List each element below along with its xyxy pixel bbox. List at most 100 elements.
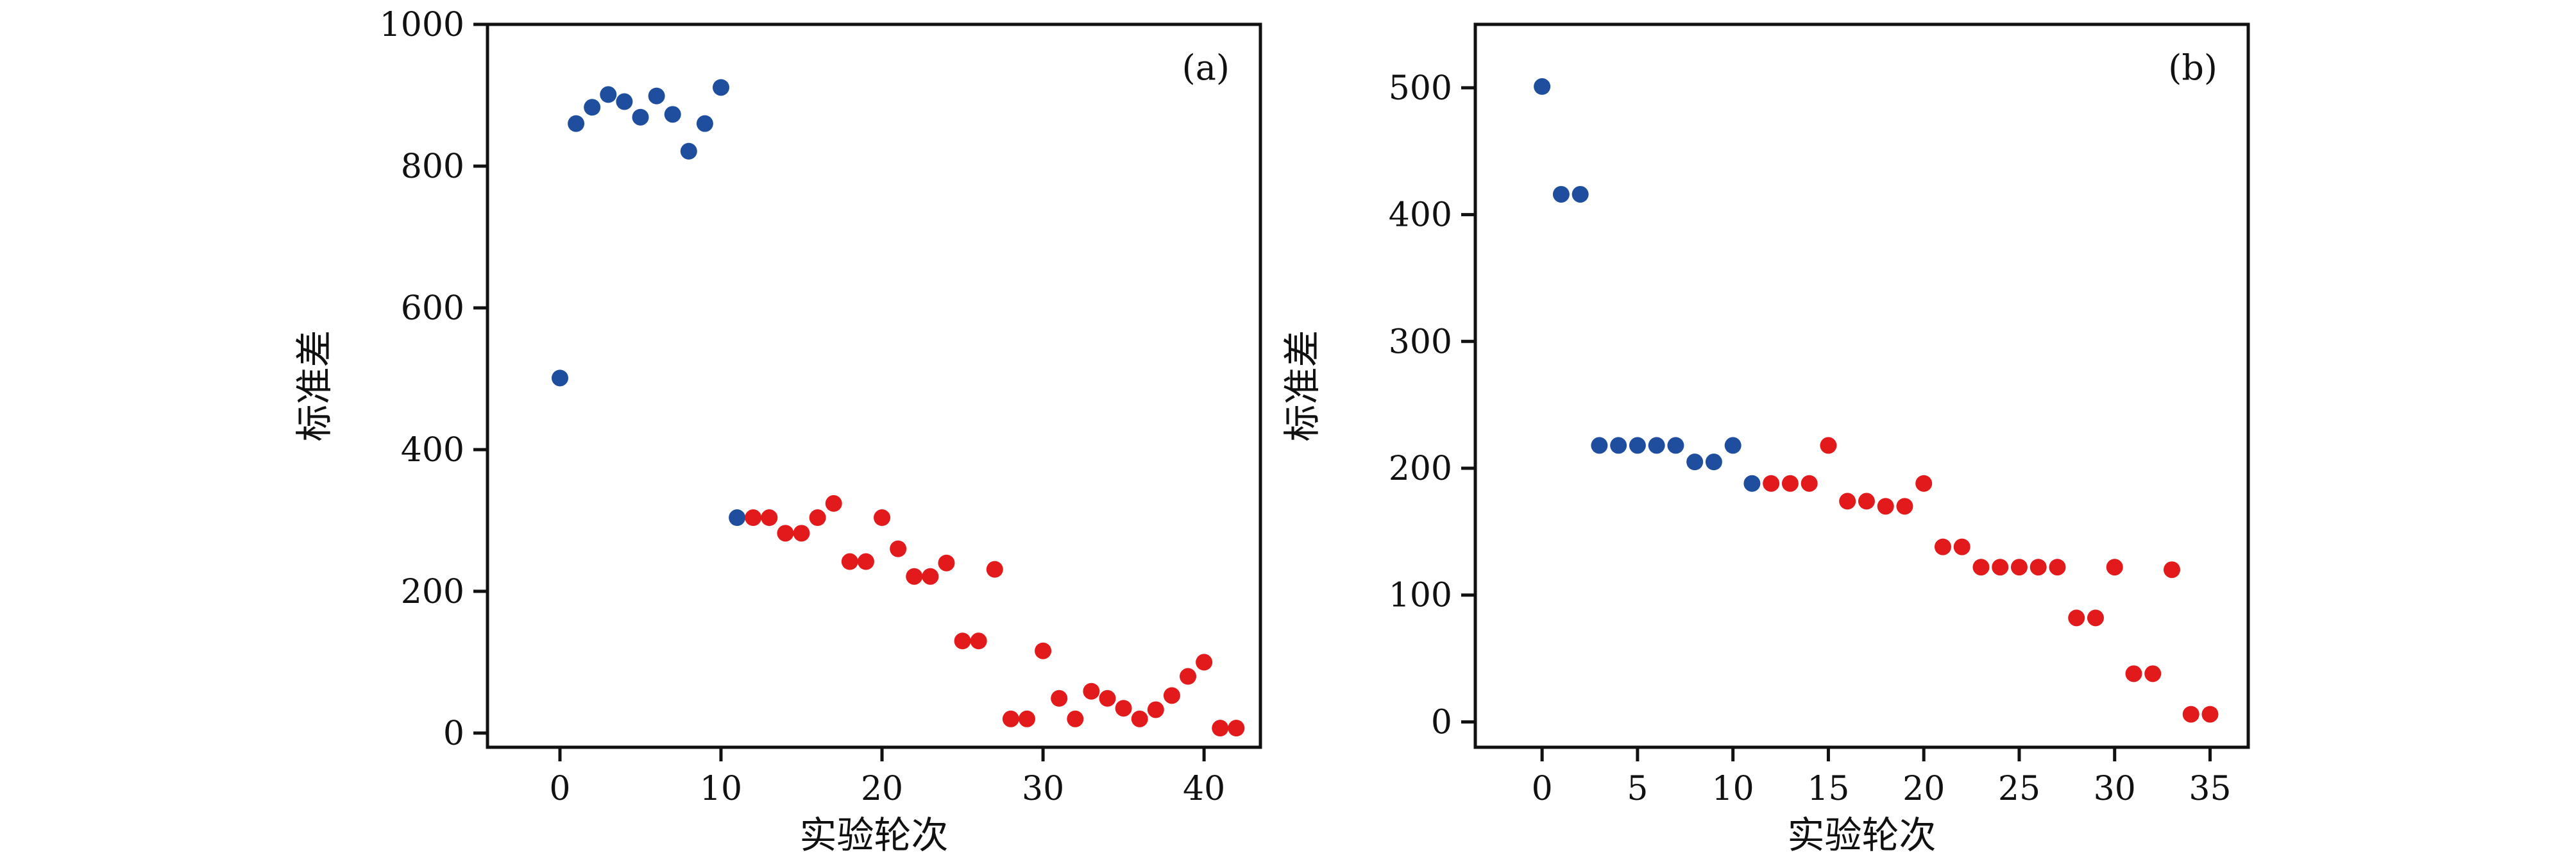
- chart-a-series-1-point: [1051, 690, 1068, 707]
- chart-a-series-1-point: [922, 568, 939, 585]
- chart-b-series-1-point: [1915, 475, 1933, 492]
- chart-a-series-1-point: [1196, 654, 1213, 671]
- chart-b-x-tick-label: 10: [1712, 770, 1754, 808]
- chart-a-series-1-point: [1228, 720, 1245, 737]
- chart-b-series-0-point: [1724, 437, 1741, 454]
- chart-a-y-tick-label: 800: [401, 148, 464, 186]
- chart-b-series-1-point: [1992, 559, 2009, 576]
- chart-b-series-1-point: [1763, 475, 1780, 492]
- chart-a-series-1-point: [857, 553, 874, 570]
- chart-a-series-1-point: [761, 509, 778, 527]
- chart-a-x-tick-label: 0: [549, 770, 570, 808]
- chart-a-y-tick-label: 600: [401, 289, 464, 328]
- chart-a-series-1-point: [777, 525, 794, 542]
- chart-b-series-0-point: [1610, 437, 1627, 454]
- chart-a-series-1-point: [793, 525, 810, 542]
- chart-b-series-1-point: [1972, 559, 1990, 576]
- chart-a-series-1-point: [1180, 668, 1197, 685]
- chart-a-y-tick-label: 200: [401, 573, 464, 611]
- chart-a-series-1-point: [938, 554, 955, 572]
- chart-a-panel-label: (a): [1182, 47, 1230, 88]
- chart-b-axes-frame: [1473, 22, 2250, 749]
- chart-b-x-axis-title: 实验轮次: [1787, 813, 1936, 857]
- chart-a-series-1-point: [745, 509, 762, 527]
- chart-b-series-1-point: [2049, 559, 2066, 576]
- chart-a-x-tick-label: 20: [861, 770, 903, 808]
- chart-b: 0 5 10 15 20 25 30 35 0 100 200 300 400 500 实验轮次 标准差 (b): [1280, 22, 2250, 857]
- chart-b-series-0-point: [1629, 437, 1646, 454]
- chart-b-series-1-point: [1801, 475, 1818, 492]
- chart-a-series-0-point: [568, 115, 585, 132]
- chart-a-series-0-point: [680, 142, 697, 160]
- chart-a-series-1-point: [825, 495, 842, 512]
- chart-a-series-1-point: [1099, 690, 1116, 707]
- chart-a-series-0-point: [729, 509, 746, 527]
- chart-b-series-1-point: [1896, 498, 1913, 515]
- chart-a-x-tick-label: 40: [1183, 770, 1225, 808]
- chart-b-series-1-point: [2201, 706, 2219, 723]
- chart-a-series-1-point: [841, 553, 858, 570]
- chart-b-series-1-point: [2106, 559, 2123, 576]
- chart-a-series-1-point: [906, 568, 923, 585]
- chart-a-series-1: [745, 495, 1245, 737]
- chart-b-series-0-point: [1667, 437, 1684, 454]
- chart-a-series-1-point: [1131, 710, 1148, 727]
- chart-a-series-1-point: [970, 632, 987, 650]
- chart-b-series-0-point: [1591, 437, 1608, 454]
- chart-a-series-1-point: [1083, 682, 1100, 700]
- chart-a-series-1-point: [1115, 700, 1132, 717]
- chart-b-x-tick-label: 0: [1532, 770, 1553, 808]
- chart-a-series-0: [551, 79, 746, 527]
- chart-a-series-1-point: [954, 632, 971, 650]
- chart-b-series-0-point: [1572, 185, 1589, 203]
- chart-a-series-1-point: [1212, 720, 1229, 737]
- chart-b-series-1-point: [2068, 609, 2085, 627]
- chart-b-series-1-point: [2163, 561, 2180, 579]
- chart-b-x-tick-label: 30: [2094, 770, 2136, 808]
- chart-a-x-axis-title: 实验轮次: [799, 813, 948, 857]
- chart-a-series-0-point: [696, 115, 713, 132]
- chart-a-series-1-point: [1163, 687, 1180, 704]
- chart-a-series-0-point: [632, 108, 649, 126]
- chart-a-series-0-point: [584, 99, 601, 116]
- chart-b-series-1-point: [1877, 498, 1894, 515]
- chart-a-y-tick-label: 400: [401, 431, 464, 470]
- chart-b-series-0: [1534, 78, 1761, 492]
- chart-a-series-1-point: [1035, 642, 1052, 659]
- chart-b-series-1-point: [2125, 665, 2142, 682]
- chart-a-series-1-point: [1002, 710, 1019, 727]
- chart-b-y-tick-label: 200: [1389, 450, 1452, 488]
- chart-b-y-tick-label: 500: [1389, 69, 1452, 108]
- chart-b-x-tick-label: 35: [2189, 770, 2231, 808]
- chart-b-x-tick-label: 15: [1807, 770, 1849, 808]
- chart-b-series-0-point: [1686, 453, 1704, 471]
- chart-b-y-tick-label: 400: [1389, 196, 1452, 235]
- chart-a-y-axis-title: 标准差: [292, 330, 336, 441]
- chart-a-series-0-point: [713, 79, 730, 96]
- chart-b-series-1-point: [1953, 538, 1970, 555]
- chart-b-series-1: [1763, 437, 2219, 723]
- chart-a-series-0-point: [616, 93, 633, 110]
- chart-a-series-0-point: [664, 106, 681, 123]
- chart-a-x-tick-label: 30: [1022, 770, 1064, 808]
- chart-b-y-tick-label: 100: [1389, 577, 1452, 615]
- chart-b-series-1-point: [1839, 493, 1856, 510]
- chart-b-series-1-point: [2087, 609, 2104, 627]
- chart-b-series-0-point: [1648, 437, 1665, 454]
- chart-b-panel-label: (b): [2168, 47, 2217, 88]
- chart-a-y-tick-label: 0: [443, 715, 464, 753]
- chart-b-series-1-point: [2010, 559, 2028, 576]
- chart-b-y-tick-label: 300: [1389, 323, 1452, 361]
- chart-b-series-1-point: [1934, 538, 1951, 555]
- chart-a-series-0-point: [648, 87, 665, 105]
- chart-a-series-1-point: [809, 509, 826, 527]
- chart-a-x-tick-label: 10: [700, 770, 742, 808]
- chart-a-series-1-point: [1147, 701, 1164, 718]
- chart-b-series-1-point: [2144, 665, 2162, 682]
- chart-b-y-tick-label: 0: [1431, 703, 1452, 741]
- chart-a-series-1-point: [986, 561, 1003, 578]
- chart-b-x-tick-label: 20: [1902, 770, 1945, 808]
- chart-b-y-axis-title: 标准差: [1280, 330, 1324, 441]
- chart-b-x-tick-label: 5: [1627, 770, 1648, 808]
